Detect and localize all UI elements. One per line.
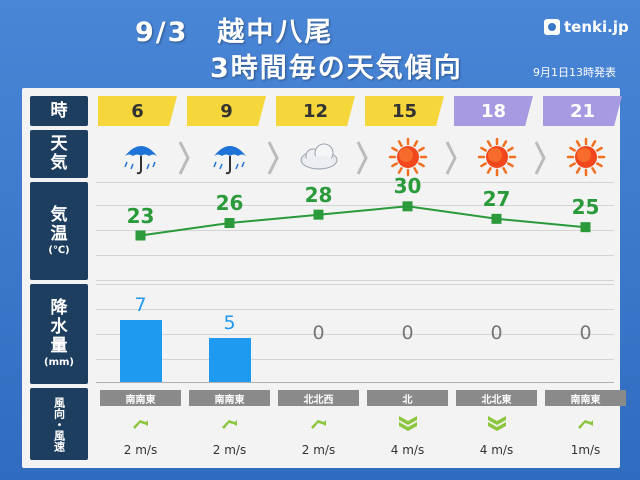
grid-line — [96, 230, 614, 231]
wind-direction-label: 北北東 — [456, 390, 537, 406]
row-label-weather: 天 気 — [30, 130, 88, 178]
wind-arrow-icon — [575, 412, 597, 434]
tenki-logo[interactable]: tenki.jp — [544, 18, 629, 36]
wind-arrow-icon — [486, 412, 508, 434]
row-label-precip-2: 水 — [50, 317, 68, 337]
grid-line — [96, 284, 614, 285]
row-label-wind-text: 風向・風速 — [52, 396, 66, 452]
title-date-location: 9/3 越中八尾 — [135, 17, 334, 48]
grid-line — [96, 309, 614, 310]
wind-direction-label: 南南東 — [189, 390, 270, 406]
temp-point — [491, 213, 502, 224]
chevron-right-icon — [266, 138, 280, 178]
temp-point — [402, 201, 413, 212]
row-label-weather-1: 天 — [50, 134, 68, 154]
temp-point — [135, 230, 146, 241]
wind-speed: 1m/s — [570, 443, 601, 457]
temp-point — [224, 218, 235, 228]
issued-time: 9月1日13時発表 — [533, 66, 616, 79]
wind-direction-label: 南南東 — [100, 390, 181, 406]
row-label-precip-3: 量 — [50, 336, 68, 356]
wind-speed: 4 m/s — [390, 443, 425, 457]
temp-label: 27 — [482, 186, 511, 211]
hour-cell: 9 — [187, 96, 266, 126]
row-label-precip-1: 降 — [50, 298, 68, 318]
chevron-right-icon — [533, 138, 547, 178]
grid-line — [96, 280, 614, 281]
temp-label: 23 — [126, 203, 155, 228]
row-label-precip-unit: (mm) — [44, 357, 74, 368]
grid-line — [96, 182, 614, 183]
precip-label: 0 — [312, 322, 325, 344]
sun-icon — [564, 136, 608, 178]
row-label-temp-2: 温 — [50, 223, 68, 244]
wind-direction-label: 北 — [367, 390, 448, 406]
precip-label: 5 — [223, 312, 236, 334]
row-label-precip: 降 水 量 (mm) — [30, 284, 88, 384]
temp-label: 28 — [304, 182, 333, 207]
precip-label: 0 — [490, 322, 503, 344]
wind-direction-label: 南南東 — [545, 390, 626, 406]
row-label-temp: 気 温 (℃) — [30, 182, 88, 280]
hour-cell: 15 — [365, 96, 444, 126]
sun-icon — [386, 136, 430, 178]
tenki-logo-icon — [544, 19, 560, 35]
wind-arrow-icon — [130, 412, 152, 434]
chevron-right-icon — [355, 138, 369, 178]
cloud-icon — [297, 136, 341, 178]
precip-bar — [119, 320, 162, 382]
title-forecast-type: 3時間毎の天気傾向 — [210, 53, 463, 84]
row-label-hour-text: 時 — [50, 100, 68, 121]
temp-label: 26 — [215, 191, 244, 215]
grid-line — [96, 382, 614, 383]
hour-cell: 12 — [276, 96, 355, 126]
row-label-temp-1: 気 — [50, 204, 68, 225]
rain-umbrella-icon — [208, 136, 252, 178]
row-label-weather-2: 気 — [50, 153, 68, 173]
hour-cell: 21 — [543, 96, 622, 126]
forecast-table: 時 天 気 気 温 (℃) 降 水 量 (mm) 風向・風速 6 23 — [22, 88, 626, 468]
row-label-hour: 時 — [30, 96, 88, 126]
wind-arrow-icon — [308, 412, 330, 434]
wind-arrow-icon — [219, 412, 241, 434]
temp-point — [313, 209, 324, 220]
wind-speed: 2 m/s — [123, 443, 158, 457]
tenki-logo-text: tenki.jp — [564, 18, 629, 36]
chevron-right-icon — [177, 138, 191, 178]
wind-direction-label: 北北西 — [278, 390, 359, 406]
precip-bar — [208, 338, 251, 382]
sun-icon — [475, 136, 519, 178]
wind-arrow-icon — [397, 412, 419, 434]
hour-cell: 6 — [98, 96, 177, 126]
wind-speed: 4 m/s — [479, 443, 514, 457]
precip-label: 0 — [579, 322, 592, 344]
temp-label: 25 — [571, 195, 600, 220]
grid-line — [96, 359, 614, 360]
chevron-right-icon — [444, 138, 458, 178]
grid-line — [96, 205, 614, 206]
grid-line — [96, 334, 614, 335]
row-label-temp-unit: (℃) — [48, 244, 70, 256]
row-label-wind: 風向・風速 — [30, 388, 88, 460]
temp-label: 30 — [393, 174, 422, 199]
wind-speed: 2 m/s — [301, 443, 336, 457]
precip-label: 7 — [134, 294, 147, 317]
rain-umbrella-icon — [119, 136, 163, 178]
hour-cell: 18 — [454, 96, 533, 126]
precip-label: 0 — [401, 322, 414, 344]
grid-line — [96, 255, 614, 256]
wind-speed: 2 m/s — [212, 443, 247, 457]
